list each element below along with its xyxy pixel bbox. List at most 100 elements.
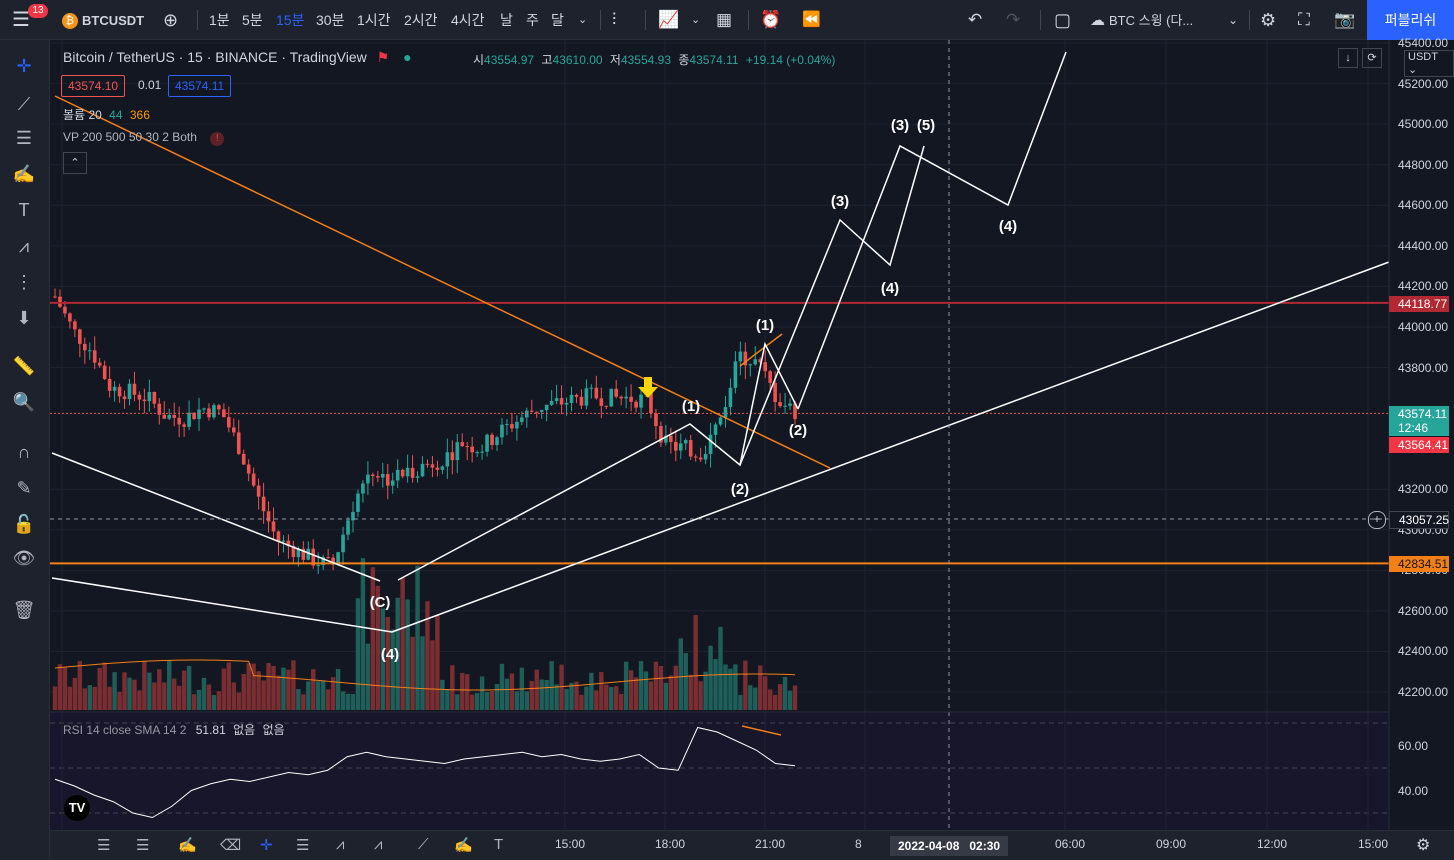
candle [604,405,609,407]
lock-drawing-icon[interactable]: ✎ [16,478,32,498]
arrow-down-icon[interactable]: ⬇ [16,308,32,328]
volume-bar [673,665,679,710]
volume-bar [539,679,544,710]
interval-1h[interactable]: 1시간 [357,12,391,28]
volume-bar [579,694,584,710]
volume-bar [609,687,614,710]
elliott-wave-icon[interactable]: ⩘ [336,836,345,853]
compare-add-icon[interactable]: ⊕ [163,10,179,30]
volume-bar [311,669,316,710]
fib-fav-icon[interactable]: ☰ [296,837,310,854]
fullscreen-icon[interactable]: ⛶ [1298,10,1310,29]
interval-1m[interactable]: 1분 [209,12,230,28]
time-tick: 8 [855,837,862,851]
volume-bar [544,679,549,710]
volume-bar [236,692,241,710]
interval-4h[interactable]: 4시간 [451,12,485,28]
fib-channel-icon[interactable]: ☰ [136,837,150,854]
tradingview-logo-icon[interactable]: TV [64,795,90,821]
scroll-down-icon[interactable]: ↓ [1338,48,1358,68]
candle [73,321,77,330]
add-alert-plus-icon[interactable]: + [1368,511,1386,529]
ask-price[interactable]: 43574.11 [168,75,232,97]
eraser-icon[interactable]: ⌫ [220,837,242,854]
resistance-price-tag: 44118.77 [1389,296,1449,312]
eye-icon[interactable]: 👁 [12,548,36,568]
text-fav-icon[interactable]: T [494,836,504,853]
volume-bar [167,660,172,710]
symbol-search[interactable]: ₿ BTCUSDT [62,0,144,40]
candle [743,351,748,366]
magnet-icon[interactable]: ∩ [17,442,31,462]
layout-selector[interactable]: ☁ BTC 스윙 (다... [1090,12,1194,29]
crosshair-fav-icon[interactable]: ✛ [260,837,273,854]
bid-price[interactable]: 43574.10 [61,75,126,97]
interval-2h[interactable]: 2시간 [404,12,438,28]
warning-icon[interactable]: ! [210,132,225,146]
crosshair-icon[interactable]: ✛ [16,56,32,76]
candle [380,474,385,478]
volume-bar [445,689,450,710]
interval-30m[interactable]: 30분 [316,12,345,28]
publish-button[interactable]: 퍼블리쉬 [1367,0,1454,40]
undo-icon[interactable]: ↶ [968,10,983,29]
brush-icon[interactable]: ✍ [12,164,36,184]
volume-bar [330,677,336,710]
volume-bar [320,680,326,710]
text-icon[interactable]: T [18,200,30,220]
settings-gear-icon[interactable]: ⚙ [1260,10,1277,30]
candle [122,396,127,400]
trend-line-icon[interactable]: ⟋ [17,94,31,114]
volume-bar [365,643,371,710]
interval-5m[interactable]: 5분 [242,12,263,28]
screenshot-camera-icon[interactable]: 📷 [1334,10,1356,29]
volume-bar [77,661,83,710]
candle [529,410,534,412]
volume-bar [52,686,58,710]
fullscreen-layout-icon[interactable]: ▢ [1054,10,1072,30]
templates-icon[interactable]: ▦ [716,10,733,29]
candle-type-icon[interactable]: ⫶ [612,10,617,29]
line-fav-icon[interactable]: ⟋ [418,836,429,853]
volume-bar [286,669,291,710]
interval-week[interactable]: 주 [526,12,539,28]
volume-bar [623,661,629,710]
flag-icon[interactable]: ⚑ [376,49,390,65]
prediction-icon[interactable]: ⋮ [15,272,33,292]
auto-scale-icon[interactable]: ⟳ [1362,48,1382,68]
rsi-tick: 40.00 [1398,783,1429,798]
interval-dropdown-icon[interactable]: ⌄ [578,14,588,26]
alert-icon[interactable]: ⏰ [760,10,782,29]
indicators-dropdown-icon[interactable]: ⌄ [691,14,701,26]
abc-wave-icon[interactable]: ⩘ [374,836,383,853]
volume-bar [216,691,222,710]
candle [475,452,479,454]
time-axis-settings-icon[interactable]: ⚙ [1416,837,1431,854]
currency-selector[interactable]: USDT ⌄ [1404,50,1454,77]
fib-icon[interactable]: ☰ [97,837,111,854]
volume-bar [683,653,688,710]
zoom-icon[interactable]: 🔍 [12,392,36,412]
replay-icon[interactable]: ⏪ [802,11,821,28]
volume-bar [221,668,227,710]
interval-15m[interactable]: 15분 [276,12,305,28]
redo-icon[interactable]: ↷ [1006,10,1021,29]
trash-icon[interactable]: 🗑 [12,600,36,620]
candle [609,388,614,407]
interval-day[interactable]: 날 [500,12,513,28]
interval-month[interactable]: 달 [551,12,564,28]
brush-fav-icon[interactable]: ✍ [178,837,197,854]
ruler-icon[interactable]: 📏 [12,356,36,376]
pattern-icon[interactable]: ⩘ [18,236,30,256]
indicators-icon[interactable]: 📈 [658,10,680,29]
pen-fav-icon[interactable]: ✍ [454,837,473,854]
collapse-legend-icon[interactable]: ⌃ [63,152,87,174]
menu-icon[interactable]: ☰ [12,9,30,31]
lock-icon[interactable]: 🔓 [12,514,36,534]
wave-label: (2) [731,481,749,498]
candle [788,403,792,406]
layout-dropdown-icon[interactable]: ⌄ [1228,13,1239,27]
volume-bar [713,659,718,710]
fib-retracement-icon[interactable]: ☰ [15,128,33,148]
